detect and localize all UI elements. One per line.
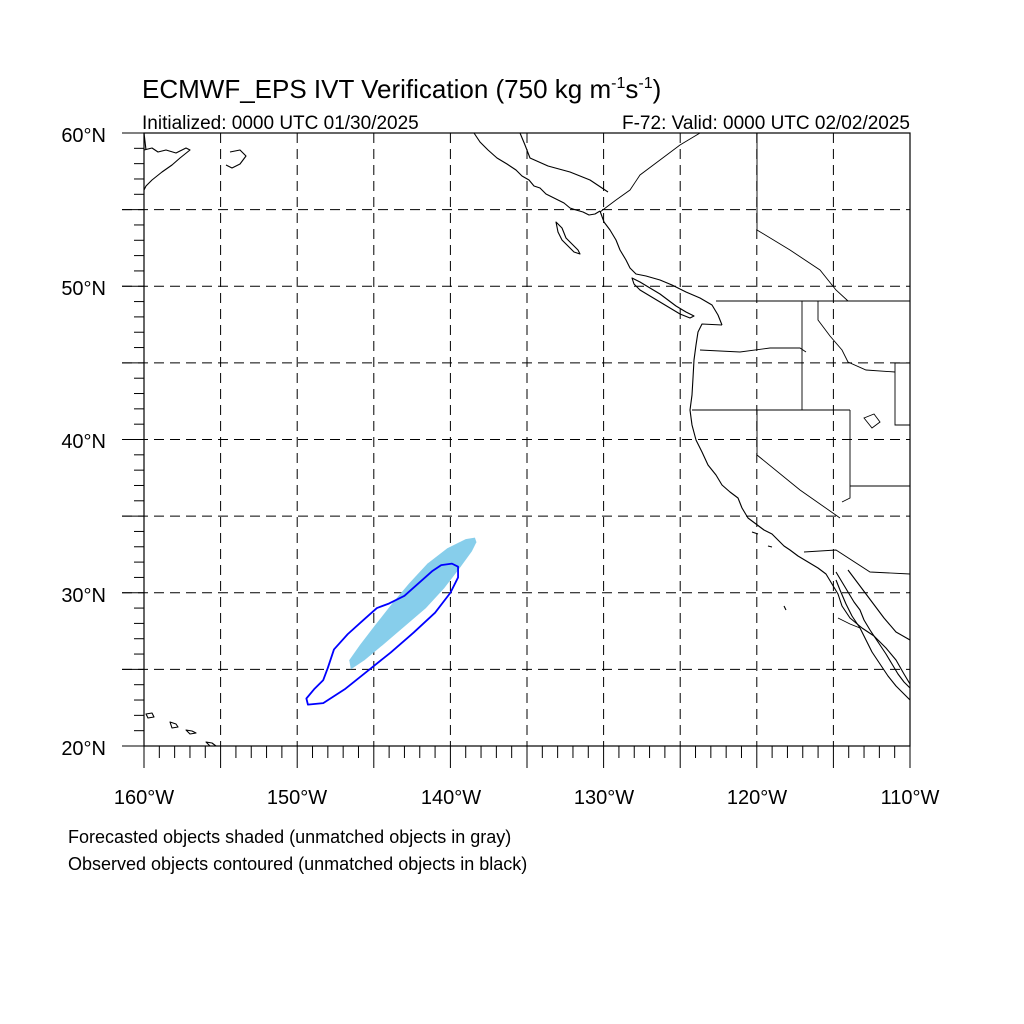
alaska-interior-line [519,132,609,193]
nevada-border [756,410,851,519]
alaska-bc-border [599,132,701,213]
washington-oregon-border [699,347,807,353]
salton-sea [837,617,861,629]
lon-label-110w: 110°W [881,787,940,809]
lat-label-40n: 40°N [61,431,106,453]
haida-gwaii [555,221,581,255]
lon-label-160w: 160°W [114,787,174,809]
bc-alberta-border [756,133,849,302]
vancouver-island [631,277,695,319]
lon-label-140w: 140°W [421,787,481,809]
lon-label-130w: 130°W [574,787,634,809]
map-frame [143,132,911,747]
valid-time-label: F-72: Valid: 0000 UTC 02/02/2025 [622,113,910,134]
kodiak-coast [225,149,247,169]
initialized-label: Initialized: 0000 UTC 01/30/2025 [142,113,419,134]
alaska-coastline [473,132,601,216]
lat-label-30n: 30°N [61,585,106,607]
channel-islands [751,531,787,611]
idaho-border [801,301,896,410]
coastlines-and-borders [143,132,911,747]
lat-lon-gridlines [122,133,910,746]
legend-note-forecast: Forecasted objects shaded (unmatched obj… [68,827,511,847]
observed-object-contour [305,562,459,706]
lat-label-20n: 20°N [61,738,106,760]
bc-coastline [599,210,723,326]
figure-title: ECMWF_EPS IVT Verification (750 kg m-1s-… [142,74,661,104]
axis-ticks [122,132,911,768]
baja-california [835,571,911,701]
lon-label-150w: 150°W [267,787,327,809]
lon-label-120w: 120°W [727,787,787,809]
gulf-california [847,569,911,641]
forecast-object-shaded [349,537,477,670]
hawaii-islands [145,712,217,747]
us-west-coastline [689,323,911,685]
lake-tahoe [863,413,881,429]
lat-label-50n: 50°N [61,278,106,300]
alaska-southwest-coast [143,147,191,191]
political-borders [599,132,911,629]
lat-label-60n: 60°N [61,125,106,147]
mexico-us-border [803,549,911,575]
utah-border [850,362,910,487]
legend-note-observed: Observed objects contoured (unmatched ob… [68,854,527,874]
